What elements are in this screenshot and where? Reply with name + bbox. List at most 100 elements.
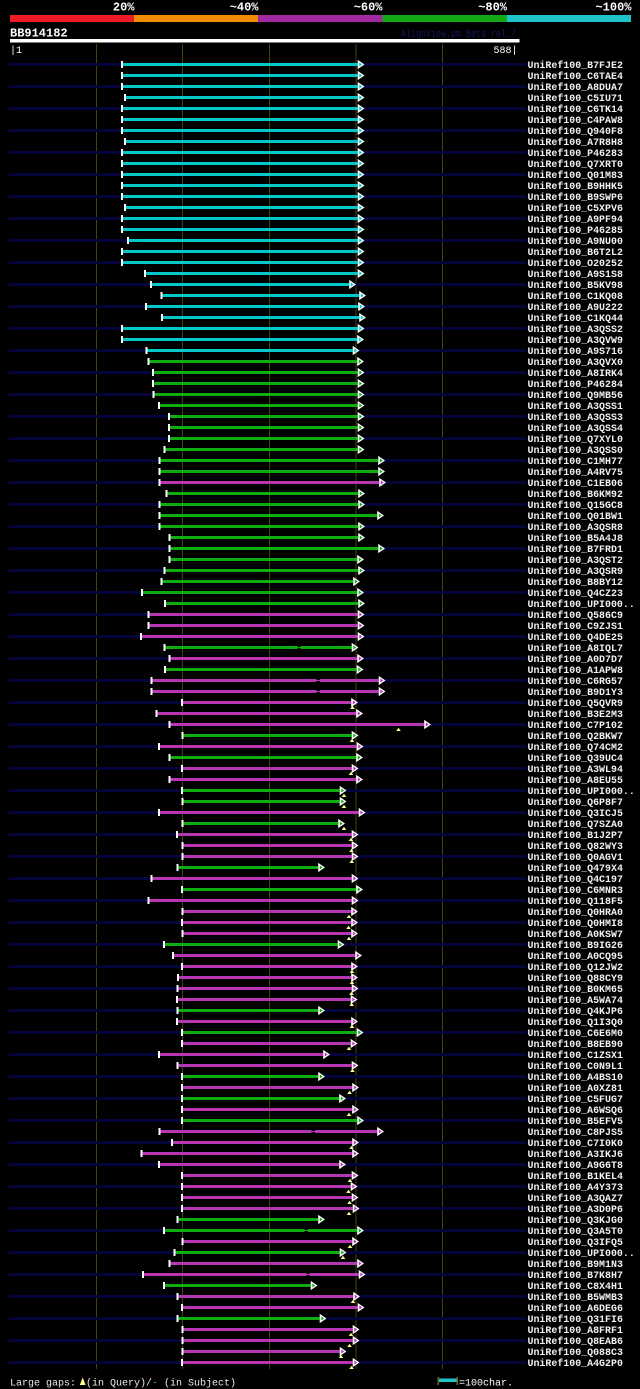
svg-text:UniRef100_A3QSS1: UniRef100_A3QSS1 xyxy=(528,401,623,413)
svg-text:UniRef100_A9U222: UniRef100_A9U222 xyxy=(528,302,623,314)
svg-text:UniRef100_Q1I3Q0: UniRef100_Q1I3Q0 xyxy=(528,1017,623,1029)
svg-text:UniRef100_B8BY12: UniRef100_B8BY12 xyxy=(528,577,623,589)
svg-text:UniRef100_Q3ICJ5: UniRef100_Q3ICJ5 xyxy=(528,808,623,820)
svg-text:UniRef100_C8X4H1: UniRef100_C8X4H1 xyxy=(528,1281,623,1293)
svg-text:UniRef100_Q39UC4: UniRef100_Q39UC4 xyxy=(528,753,623,765)
svg-text:UniRef100_A4G2P0: UniRef100_A4G2P0 xyxy=(528,1358,623,1370)
svg-text:UniRef100_B0KM65: UniRef100_B0KM65 xyxy=(528,984,623,996)
svg-text:UniRef100_B5KV98: UniRef100_B5KV98 xyxy=(528,280,623,292)
svg-text:UniRef100_Q7SZA0: UniRef100_Q7SZA0 xyxy=(528,819,623,831)
svg-text:UniRef100_A5WA74: UniRef100_A5WA74 xyxy=(528,995,623,1007)
svg-text:UniRef100_A3QST2: UniRef100_A3QST2 xyxy=(528,555,623,567)
svg-text:UniRef100_B7FJE2: UniRef100_B7FJE2 xyxy=(528,60,623,72)
svg-text:UniRef100_A3WL94: UniRef100_A3WL94 xyxy=(528,764,623,776)
svg-text:UniRef100_C5FUG7: UniRef100_C5FUG7 xyxy=(528,1094,623,1106)
svg-text:UniRef100_C1ZSX1: UniRef100_C1ZSX1 xyxy=(528,1050,623,1062)
svg-text:UniRef100_Q088C3: UniRef100_Q088C3 xyxy=(528,1347,623,1359)
svg-text:UniRef100_C1KQ08: UniRef100_C1KQ08 xyxy=(528,291,623,303)
svg-text:UniRef100_A0KSW7: UniRef100_A0KSW7 xyxy=(528,929,623,941)
svg-text:UniRef100_B9M1N3: UniRef100_B9M1N3 xyxy=(528,1259,623,1271)
svg-text:|1: |1 xyxy=(10,45,22,57)
svg-text:UniRef100_C7I0K0: UniRef100_C7I0K0 xyxy=(528,1138,623,1150)
svg-text:UniRef100_Q0HMI8: UniRef100_Q0HMI8 xyxy=(528,918,623,930)
svg-text:UniRef100_A3QSR9: UniRef100_A3QSR9 xyxy=(528,566,623,578)
svg-text:UniRef100_B9HHK5: UniRef100_B9HHK5 xyxy=(528,181,623,193)
svg-text:UniRef100_C6TAE4: UniRef100_C6TAE4 xyxy=(528,71,623,83)
svg-text:UniRef100_C6TK14: UniRef100_C6TK14 xyxy=(528,104,623,116)
svg-text:UniRef100_B5A4J8: UniRef100_B5A4J8 xyxy=(528,533,623,545)
svg-text:UniRef100_Q4KJP6: UniRef100_Q4KJP6 xyxy=(528,1006,623,1018)
svg-text:Large gaps:: Large gaps: xyxy=(10,1378,76,1389)
svg-text:UniRef100_C5XPV6: UniRef100_C5XPV6 xyxy=(528,203,623,215)
svg-text:UniRef100_A0CQ95: UniRef100_A0CQ95 xyxy=(528,951,623,963)
svg-text:UniRef100_A3QSR8: UniRef100_A3QSR8 xyxy=(528,522,623,534)
svg-text:UniRef100_Q82WY3: UniRef100_Q82WY3 xyxy=(528,841,623,853)
svg-text:UniRef100_Q4CZ23: UniRef100_Q4CZ23 xyxy=(528,588,623,600)
svg-text:UniRef100_C1EB06: UniRef100_C1EB06 xyxy=(528,478,623,490)
svg-text:UniRef100_Q586C9: UniRef100_Q586C9 xyxy=(528,610,623,622)
svg-text:BB914182: BB914182 xyxy=(10,27,68,41)
svg-text:UniRef100_B9D1Y3: UniRef100_B9D1Y3 xyxy=(528,687,623,699)
svg-text:UniRef100_A8FRF1: UniRef100_A8FRF1 xyxy=(528,1325,623,1337)
svg-text:UniRef100_Q6P8F7: UniRef100_Q6P8F7 xyxy=(528,797,623,809)
svg-text:UniRef100_Q88CY9: UniRef100_Q88CY9 xyxy=(528,973,623,985)
svg-text:UniRef100_B9IG26: UniRef100_B9IG26 xyxy=(528,940,623,952)
svg-text:-: - xyxy=(152,1378,158,1389)
svg-text:UniRef100_B1J2P7: UniRef100_B1J2P7 xyxy=(528,830,623,842)
svg-text:588|: 588| xyxy=(493,45,517,57)
svg-text:UniRef100_B9SWP6: UniRef100_B9SWP6 xyxy=(528,192,623,204)
svg-text:UniRef100_A8DUA7: UniRef100_A8DUA7 xyxy=(528,82,623,94)
svg-text:UniRef100_Q31FI6: UniRef100_Q31FI6 xyxy=(528,1314,623,1326)
svg-text:UniRef100_UPI000..: UniRef100_UPI000.. xyxy=(528,599,635,611)
svg-text:UniRef100_C8PJS5: UniRef100_C8PJS5 xyxy=(528,1127,623,1139)
svg-text:UniRef100_A9PF94: UniRef100_A9PF94 xyxy=(528,214,623,226)
svg-text:UniRef100_P46283: UniRef100_P46283 xyxy=(528,148,623,160)
svg-text:UniRef100_A3IKJ6: UniRef100_A3IKJ6 xyxy=(528,1149,623,1161)
svg-text:UniRef100_C0N9L1: UniRef100_C0N9L1 xyxy=(528,1061,623,1073)
svg-text:UniRef100_B1KEL4: UniRef100_B1KEL4 xyxy=(528,1171,623,1183)
svg-text:UniRef100_Q01M83: UniRef100_Q01M83 xyxy=(528,170,623,182)
svg-text:UniRef100_A8EU55: UniRef100_A8EU55 xyxy=(528,775,623,787)
svg-text:UniRef100_Q940F8: UniRef100_Q940F8 xyxy=(528,126,623,138)
svg-text:UniRef100_C6E6M0: UniRef100_C6E6M0 xyxy=(528,1028,623,1040)
svg-text:~80%: ~80% xyxy=(478,1,508,15)
svg-text:UniRef100_P46285: UniRef100_P46285 xyxy=(528,225,623,237)
svg-text:UniRef100_O20252: UniRef100_O20252 xyxy=(528,258,623,270)
svg-text:UniRef100_A0XZ81: UniRef100_A0XZ81 xyxy=(528,1083,623,1095)
svg-text:UniRef100_A9NU00: UniRef100_A9NU00 xyxy=(528,236,623,248)
svg-text:~100%: ~100% xyxy=(595,1,632,15)
svg-text:UniRef100_C6MNR3: UniRef100_C6MNR3 xyxy=(528,885,623,897)
svg-text:UniRef100_Q4C197: UniRef100_Q4C197 xyxy=(528,874,623,886)
svg-text:UniRef100_A3QVX0: UniRef100_A3QVX0 xyxy=(528,357,623,369)
svg-text:UniRef100_A3D0P6: UniRef100_A3D0P6 xyxy=(528,1204,623,1216)
svg-text:UniRef100_A0D7D7: UniRef100_A0D7D7 xyxy=(528,654,623,666)
svg-text:UniRef100_B7K8H7: UniRef100_B7K8H7 xyxy=(528,1270,623,1282)
svg-text:UniRef100_Q0HRA0: UniRef100_Q0HRA0 xyxy=(528,907,623,919)
svg-text:UniRef100_C1MH77: UniRef100_C1MH77 xyxy=(528,456,623,468)
svg-text:UniRef100_C9ZJS1: UniRef100_C9ZJS1 xyxy=(528,621,623,633)
svg-text:UniRef100_UPI000..: UniRef100_UPI000.. xyxy=(528,786,635,798)
svg-text:UniRef100_Q4DE25: UniRef100_Q4DE25 xyxy=(528,632,623,644)
svg-text:UniRef100_Q5QVR9: UniRef100_Q5QVR9 xyxy=(528,698,623,710)
svg-text:UniRef100_A7R8H8: UniRef100_A7R8H8 xyxy=(528,137,623,149)
svg-text:UniRef100_B7FRD1: UniRef100_B7FRD1 xyxy=(528,544,623,556)
svg-text:AlignView.pm Beta rel.7: AlignView.pm Beta rel.7 xyxy=(401,29,516,41)
svg-text:UniRef100_A9S716: UniRef100_A9S716 xyxy=(528,346,623,358)
svg-text:UniRef100_A8IRK4: UniRef100_A8IRK4 xyxy=(528,368,623,380)
svg-text:UniRef100_B8EB90: UniRef100_B8EB90 xyxy=(528,1039,623,1051)
svg-text:UniRef100_A4RV75: UniRef100_A4RV75 xyxy=(528,467,623,479)
svg-text:UniRef100_Q12JW2: UniRef100_Q12JW2 xyxy=(528,962,623,974)
svg-text:UniRef100_A8IQL7: UniRef100_A8IQL7 xyxy=(528,643,623,655)
svg-text:UniRef100_B5EFV5: UniRef100_B5EFV5 xyxy=(528,1116,623,1128)
svg-text:UniRef100_A6DEG6: UniRef100_A6DEG6 xyxy=(528,1303,623,1315)
svg-text:UniRef100_A3QSS2: UniRef100_A3QSS2 xyxy=(528,324,623,336)
svg-text:UniRef100_A4Y373: UniRef100_A4Y373 xyxy=(528,1182,623,1194)
svg-text:UniRef100_C7P102: UniRef100_C7P102 xyxy=(528,720,623,732)
svg-text:UniRef100_Q74CM2: UniRef100_Q74CM2 xyxy=(528,742,623,754)
svg-text:UniRef100_C1KQ44: UniRef100_C1KQ44 xyxy=(528,313,623,325)
svg-text:UniRef100_A3QVW9: UniRef100_A3QVW9 xyxy=(528,335,623,347)
svg-text:UniRef100_Q7XYL0: UniRef100_Q7XYL0 xyxy=(528,434,623,446)
svg-text:UniRef100_A3QSS4: UniRef100_A3QSS4 xyxy=(528,423,623,435)
svg-text:UniRef100_Q3KJG0: UniRef100_Q3KJG0 xyxy=(528,1215,623,1227)
svg-text:UniRef100_A4BS10: UniRef100_A4BS10 xyxy=(528,1072,623,1084)
